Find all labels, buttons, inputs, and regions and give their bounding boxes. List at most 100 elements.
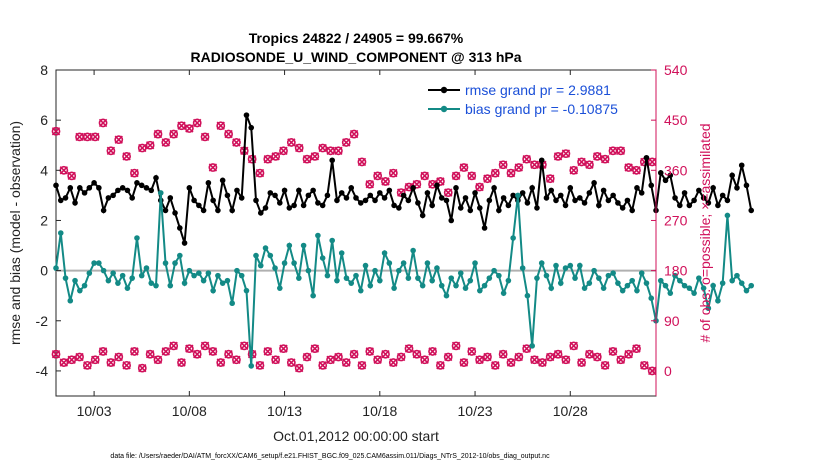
obs-upper-possible	[373, 171, 383, 181]
obs-upper-assimilated	[145, 141, 155, 150]
obs-lower-possible	[90, 355, 100, 365]
bias-point	[748, 282, 755, 289]
obs-lower-assimilated	[98, 347, 108, 356]
bias-point	[367, 282, 374, 289]
obs-upper-possible	[467, 171, 477, 181]
obs-lower-assimilated	[459, 358, 469, 367]
rmse-point	[681, 190, 688, 196]
obs-lower-assimilated	[193, 350, 202, 359]
obs-upper-assimilated	[467, 171, 476, 181]
rmse-point	[134, 180, 140, 186]
rmse-point	[748, 207, 755, 214]
obs-upper-assimilated	[51, 127, 61, 136]
obs-upper-assimilated	[600, 154, 610, 164]
obs-lower-possible	[318, 360, 328, 370]
rmse-point	[205, 180, 212, 186]
rmse-point	[277, 200, 283, 206]
obs-upper-assimilated	[310, 152, 320, 161]
rmse-point	[691, 197, 697, 204]
obs-lower-assimilated	[67, 355, 76, 364]
obs-upper-possible	[318, 143, 328, 153]
bias-point	[291, 260, 297, 266]
bias-point	[329, 237, 335, 244]
bias-point	[481, 282, 488, 289]
obs-lower-possible	[302, 352, 312, 362]
y-right-tick-label: 360	[664, 162, 688, 178]
obs-lower-assimilated	[302, 352, 312, 362]
obs-upper-assimilated	[334, 146, 343, 155]
rmse-point	[343, 195, 350, 201]
bias-point	[129, 275, 135, 281]
obs-lower-possible	[553, 349, 563, 359]
obs-upper-assimilated	[326, 146, 335, 155]
obs-upper-assimilated	[451, 171, 461, 181]
obs-lower-assimilated	[240, 341, 249, 351]
obs-upper-assimilated	[459, 163, 469, 172]
rmse-point	[315, 200, 321, 206]
obs-lower-possible	[216, 358, 226, 367]
obs-upper-possible	[302, 154, 312, 164]
bias-point	[734, 272, 740, 279]
obs-lower-possible	[373, 355, 383, 365]
bias-point	[729, 277, 735, 284]
obs-upper-possible	[216, 121, 226, 131]
obs-lower-assimilated	[412, 350, 422, 359]
rmse-point	[248, 124, 255, 131]
legend-box	[425, 80, 650, 118]
obs-lower-possible	[310, 344, 320, 354]
obs-lower-assimilated	[436, 361, 445, 370]
rmse-point	[391, 202, 397, 209]
obs-lower-assimilated	[200, 341, 210, 351]
bias-point	[648, 295, 655, 302]
bias-point	[515, 192, 521, 199]
obs-lower-possible	[412, 349, 422, 359]
obs-upper-assimilated	[247, 154, 257, 164]
rmse-point	[167, 195, 174, 201]
rmse-point	[348, 185, 355, 191]
bias-point	[300, 242, 307, 249]
rmse-point	[281, 187, 288, 194]
bias-point	[205, 270, 212, 276]
obs-lower-assimilated	[263, 347, 272, 356]
obs-lower-assimilated	[506, 358, 516, 367]
obs-lower-possible	[326, 355, 335, 365]
obs-upper-possible	[514, 163, 524, 172]
obs-upper-possible	[153, 129, 163, 139]
bias-point	[486, 275, 493, 281]
obs-upper-possible	[51, 126, 61, 136]
obs-lower-possible	[483, 352, 492, 362]
obs-upper-possible	[286, 138, 296, 147]
obs-lower-possible	[459, 358, 469, 367]
rmse-point	[177, 225, 183, 231]
bias-point	[562, 265, 569, 271]
bias-point	[567, 262, 574, 269]
bias-point	[719, 280, 726, 286]
bias-point	[557, 280, 564, 286]
rmse-point	[119, 185, 126, 191]
bias-point	[186, 267, 193, 274]
obs-upper-assimilated	[616, 146, 625, 155]
bias-point	[148, 280, 155, 286]
obs-upper-possible	[122, 151, 132, 161]
rmse-point	[562, 202, 569, 209]
bias-point	[505, 277, 512, 284]
bias-point	[81, 282, 88, 289]
bias-point	[577, 262, 583, 269]
bias-point	[667, 290, 674, 296]
obs-lower-assimilated	[420, 355, 429, 364]
obs-upper-possible	[616, 146, 626, 156]
obs-upper-assimilated	[169, 129, 178, 139]
obs-lower-possible	[561, 355, 571, 365]
obs-lower-assimilated	[491, 361, 500, 370]
bias-point	[634, 287, 640, 294]
rmse-point	[338, 190, 345, 196]
bias-point	[629, 277, 635, 284]
obs-upper-assimilated	[279, 146, 288, 155]
rmse-point	[538, 157, 545, 164]
obs-lower-assimilated	[91, 355, 100, 364]
obs-lower-possible	[632, 344, 641, 354]
obs-upper-assimilated	[342, 138, 351, 147]
y-tick-label: 4	[40, 162, 48, 178]
obs-upper-assimilated	[522, 154, 531, 164]
obs-lower-possible	[294, 363, 304, 373]
